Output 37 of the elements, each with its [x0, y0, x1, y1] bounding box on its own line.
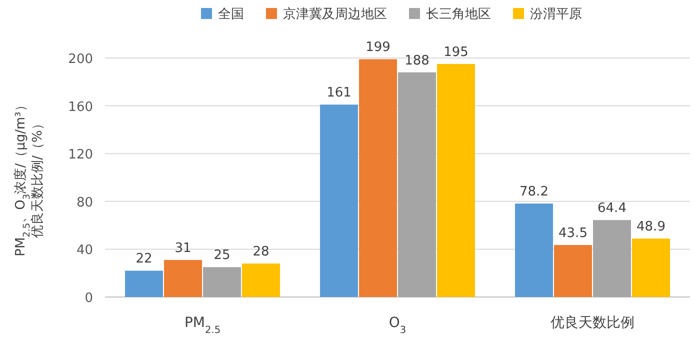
bar — [242, 264, 280, 297]
x-tick-label: 优良天数比例 — [550, 315, 634, 331]
bar — [203, 267, 241, 297]
bar — [515, 204, 553, 297]
data-label: 28 — [252, 244, 270, 260]
data-label: 78.2 — [520, 184, 548, 200]
data-label: 195 — [444, 44, 468, 60]
bar — [164, 260, 202, 297]
bar — [125, 270, 163, 297]
data-label: 31 — [174, 240, 192, 256]
bar — [320, 104, 358, 297]
data-label: 161 — [326, 86, 352, 101]
x-tick-label: PM$_{2.5}$ — [184, 315, 221, 336]
y-tick-label: 120 — [68, 148, 93, 163]
data-label: 188 — [404, 53, 430, 68]
legend-label: 全国 — [218, 7, 244, 22]
bar — [554, 245, 592, 297]
bar — [398, 72, 436, 297]
bar — [437, 64, 475, 297]
legend-label: 长三角地区 — [426, 7, 491, 22]
x-tick-label: O$_{3}$ — [388, 315, 406, 336]
legend-label: 京津冀及周边地区 — [283, 7, 387, 22]
bar — [359, 59, 397, 297]
data-label: 48.9 — [636, 220, 666, 235]
data-label: 199 — [366, 40, 390, 56]
bar — [593, 220, 631, 297]
data-label: 43.5 — [558, 226, 588, 242]
y-tick-label: 0 — [84, 291, 93, 306]
data-label: 22 — [136, 252, 152, 267]
y-tick-label: 40 — [76, 243, 93, 258]
bar — [632, 238, 670, 297]
y-tick-label: 160 — [68, 100, 93, 115]
y-tick-label: 80 — [76, 195, 93, 210]
y-tick-label: 200 — [68, 52, 93, 67]
data-label: 64.4 — [598, 201, 626, 216]
legend-label: 汾渭平原 — [530, 7, 582, 22]
data-label: 25 — [214, 248, 230, 264]
